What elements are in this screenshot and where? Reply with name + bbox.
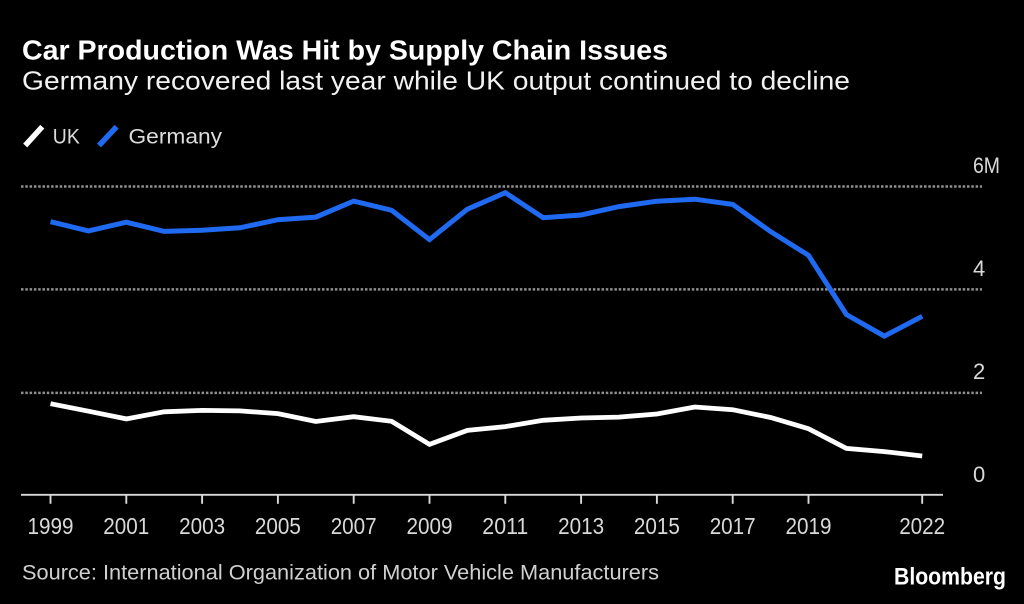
- svg-text:2015: 2015: [634, 513, 680, 539]
- svg-text:2009: 2009: [407, 513, 453, 539]
- svg-text:Germany: Germany: [129, 126, 223, 149]
- svg-text:2003: 2003: [179, 513, 225, 539]
- svg-text:2019: 2019: [786, 513, 832, 539]
- svg-text:2017: 2017: [710, 513, 756, 539]
- svg-text:2022: 2022: [899, 513, 945, 539]
- svg-text:Source: International Organiza: Source: International Organization of Mo…: [22, 561, 659, 585]
- svg-text:Car Production Was Hit by Supp: Car Production Was Hit by Supply Chain I…: [22, 35, 668, 66]
- svg-text:2001: 2001: [103, 513, 149, 539]
- svg-text:6M: 6M: [973, 153, 1000, 178]
- svg-text:0: 0: [973, 462, 985, 487]
- svg-text:2011: 2011: [482, 513, 528, 539]
- svg-text:2: 2: [973, 359, 985, 384]
- svg-text:2005: 2005: [255, 513, 301, 539]
- svg-text:1999: 1999: [28, 513, 74, 539]
- svg-text:2007: 2007: [331, 513, 377, 539]
- svg-text:UK: UK: [53, 126, 80, 149]
- svg-text:Bloomberg: Bloomberg: [894, 564, 1006, 591]
- svg-text:2013: 2013: [558, 513, 604, 539]
- svg-text:4: 4: [973, 256, 985, 281]
- svg-text:Germany recovered last year wh: Germany recovered last year while UK out…: [22, 66, 850, 96]
